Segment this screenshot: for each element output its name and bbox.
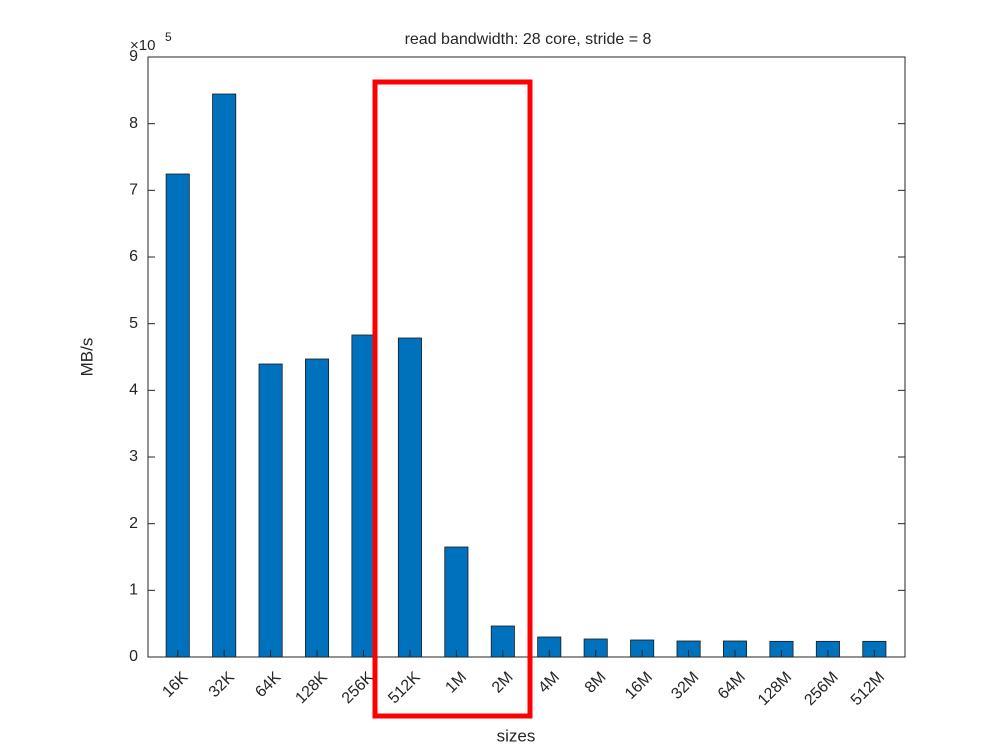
- bar: [351, 334, 376, 658]
- y-multiplier-exponent: 5: [165, 30, 172, 44]
- bar: [444, 546, 469, 658]
- y-tick-label: 4: [129, 382, 138, 399]
- bar: [258, 363, 283, 658]
- y-tick-label: 1: [129, 582, 138, 599]
- bar: [305, 358, 330, 658]
- bar: [165, 173, 190, 658]
- y-axis-label: MB/s: [77, 338, 96, 377]
- y-tick-label: 5: [129, 315, 138, 332]
- bar: [397, 337, 422, 658]
- highlight-box: [372, 79, 533, 719]
- y-tick-label: 6: [129, 248, 138, 265]
- y-tick-label: 8: [129, 115, 138, 132]
- y-multiplier: ×10: [130, 37, 155, 54]
- y-tick-label: 9: [129, 48, 138, 65]
- x-axis-label: sizes: [497, 726, 536, 745]
- bar: [212, 93, 237, 658]
- y-tick-label: 2: [129, 515, 138, 532]
- y-tick-label: 3: [129, 448, 138, 465]
- y-tick-label: 7: [129, 182, 138, 199]
- y-tick-label: 0: [129, 648, 138, 665]
- chart-title: read bandwidth: 28 core, stride = 8: [405, 31, 652, 48]
